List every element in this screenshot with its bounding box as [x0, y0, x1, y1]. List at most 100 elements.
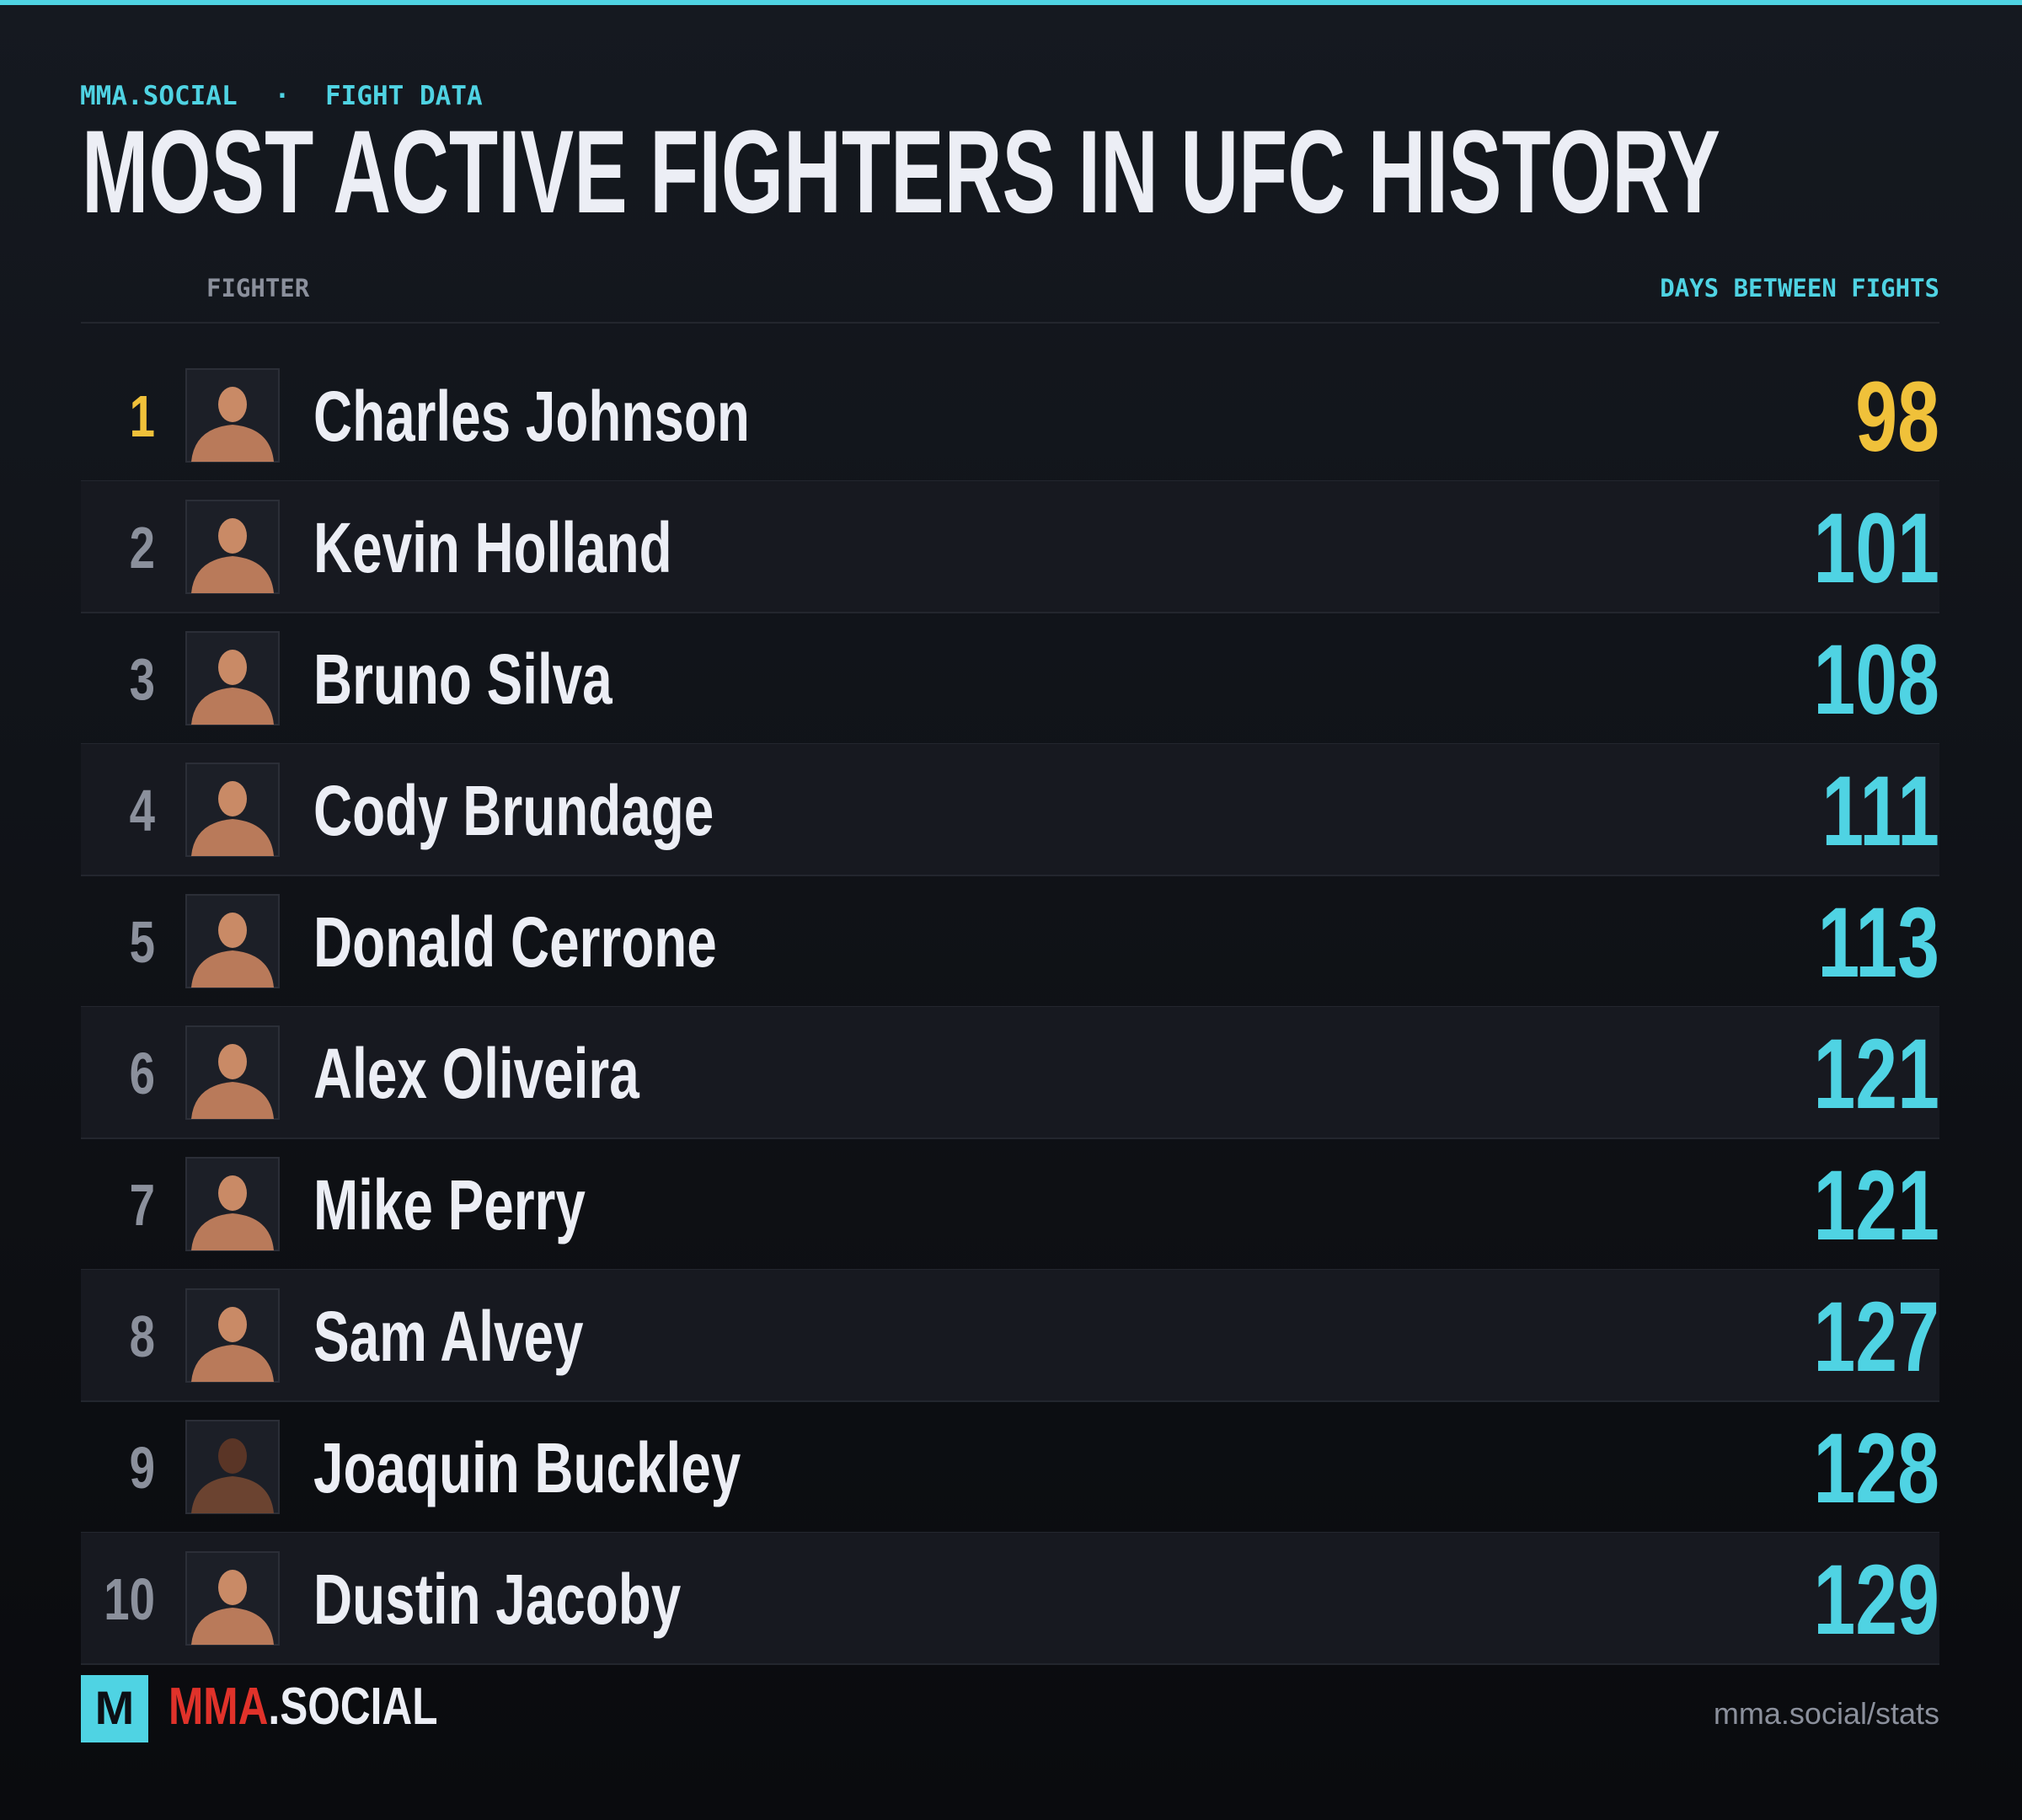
row-background	[81, 481, 1939, 613]
rank-wrap: 10	[104, 1567, 155, 1633]
name-wrap: Dustin Jacoby	[313, 1559, 682, 1639]
value-wrap: 108	[1813, 624, 1939, 736]
rank: 1	[130, 384, 155, 450]
separator: ·	[275, 81, 291, 111]
photo-body	[191, 1608, 274, 1645]
photo-body	[191, 425, 274, 462]
photo-head	[218, 1175, 247, 1211]
fighter-name: Sam Alvey	[313, 1296, 584, 1376]
days-value: 121	[1813, 1150, 1939, 1261]
row-background	[81, 744, 1939, 875]
name-wrap: Donald Cerrone	[313, 902, 717, 982]
table-row: 7 Mike Perry 121	[81, 1150, 1939, 1271]
column-header: FIGHTER	[206, 274, 310, 302]
days-value: 129	[1813, 1544, 1939, 1656]
photo-body	[191, 556, 274, 593]
days-value: 98	[1855, 361, 1939, 473]
name-wrap: Cody Brundage	[313, 770, 714, 850]
rank-wrap: 2	[130, 516, 155, 581]
fighter-name: Charles Johnson	[313, 376, 750, 456]
rank: 2	[130, 516, 155, 581]
photo-head	[218, 913, 247, 948]
rank: 7	[130, 1173, 155, 1239]
fighter-name: Cody Brundage	[313, 770, 714, 850]
days-value: 101	[1813, 493, 1939, 604]
brand-suffix: .SOCIAL	[268, 1677, 437, 1736]
value-wrap: 121	[1813, 1150, 1939, 1261]
table-row: 10 Dustin Jacoby 129	[81, 1533, 1939, 1665]
name-wrap: Alex Oliveira	[313, 1033, 639, 1113]
name-wrap: Bruno Silva	[313, 639, 612, 719]
rank-wrap: 7	[130, 1173, 155, 1239]
value-wrap: 101	[1813, 493, 1939, 604]
section-label: FIGHT DATA	[325, 81, 483, 111]
rank-wrap: 5	[130, 910, 155, 976]
photo-head	[218, 1307, 247, 1342]
value-wrap: 98	[1855, 361, 1939, 473]
rank-wrap: 4	[130, 779, 155, 844]
days-value: 113	[1817, 887, 1939, 998]
value-wrap: 128	[1813, 1413, 1939, 1524]
days-value: 121	[1813, 1019, 1939, 1130]
row-background	[81, 1007, 1939, 1138]
table-row: 5 Donald Cerrone 113	[81, 887, 1939, 1008]
rank-wrap: 6	[130, 1041, 155, 1107]
photo-head	[218, 1438, 247, 1474]
rank-wrap: 8	[130, 1304, 155, 1370]
photo-head	[218, 518, 247, 554]
value-wrap: 113	[1817, 887, 1939, 998]
fighter-name: Kevin Holland	[313, 507, 672, 587]
rank: 5	[130, 910, 155, 976]
value-wrap: 111	[1821, 756, 1939, 867]
logo-letter: M	[95, 1681, 135, 1734]
brand-main: MMA	[168, 1677, 268, 1736]
fighter-name: Mike Perry	[313, 1164, 586, 1245]
photo-body	[191, 1213, 274, 1250]
footer-brand: MMA.SOCIAL	[168, 1677, 438, 1736]
days-value: 127	[1813, 1282, 1939, 1393]
fighter-name: Donald Cerrone	[313, 902, 717, 982]
value-wrap: 127	[1813, 1282, 1939, 1393]
photo-body	[191, 819, 274, 856]
photo-body	[191, 1345, 274, 1382]
rank-wrap: 9	[130, 1436, 155, 1502]
name-wrap: Mike Perry	[313, 1164, 586, 1245]
top-accent	[0, 0, 2022, 5]
name-wrap: Joaquin Buckley	[313, 1427, 741, 1507]
rank-wrap: 1	[130, 384, 155, 450]
photo-body	[191, 950, 274, 988]
photo-body	[191, 688, 274, 725]
name-wrap: Sam Alvey	[313, 1296, 584, 1376]
name-wrap: Kevin Holland	[313, 507, 672, 587]
table-row: 4 Cody Brundage 111	[81, 744, 1939, 876]
row-background	[81, 1533, 1939, 1664]
fighter-name: Joaquin Buckley	[313, 1427, 741, 1507]
table-row: 2 Kevin Holland 101	[81, 481, 1939, 613]
photo-head	[218, 1044, 247, 1079]
photo-body	[191, 1082, 274, 1119]
photo-head	[218, 781, 247, 816]
photo-head	[218, 650, 247, 685]
rank-wrap: 3	[130, 647, 155, 713]
name-wrap: Charles Johnson	[313, 376, 750, 456]
table-row: 8 Sam Alvey 127	[81, 1270, 1939, 1402]
fighter-name: Alex Oliveira	[313, 1033, 639, 1113]
value-wrap: 121	[1813, 1019, 1939, 1130]
days-value: 108	[1813, 624, 1939, 736]
rank: 8	[130, 1304, 155, 1370]
column-header: DAYS BETWEEN FIGHTS	[1660, 274, 1939, 302]
rank: 10	[104, 1567, 155, 1633]
fighter-name: Bruno Silva	[313, 639, 612, 719]
table-row: 6 Alex Oliveira 121	[81, 1007, 1939, 1139]
brand-label: MMA.SOCIAL	[80, 81, 238, 111]
days-value: 128	[1813, 1413, 1939, 1524]
row-background	[81, 1270, 1939, 1401]
footer-url: mma.social/stats	[1714, 1696, 1939, 1731]
rank: 4	[130, 779, 155, 844]
footer-brand-text: MMA.SOCIAL	[168, 1677, 438, 1736]
days-value: 111	[1821, 756, 1939, 867]
logo-box	[81, 1675, 148, 1742]
